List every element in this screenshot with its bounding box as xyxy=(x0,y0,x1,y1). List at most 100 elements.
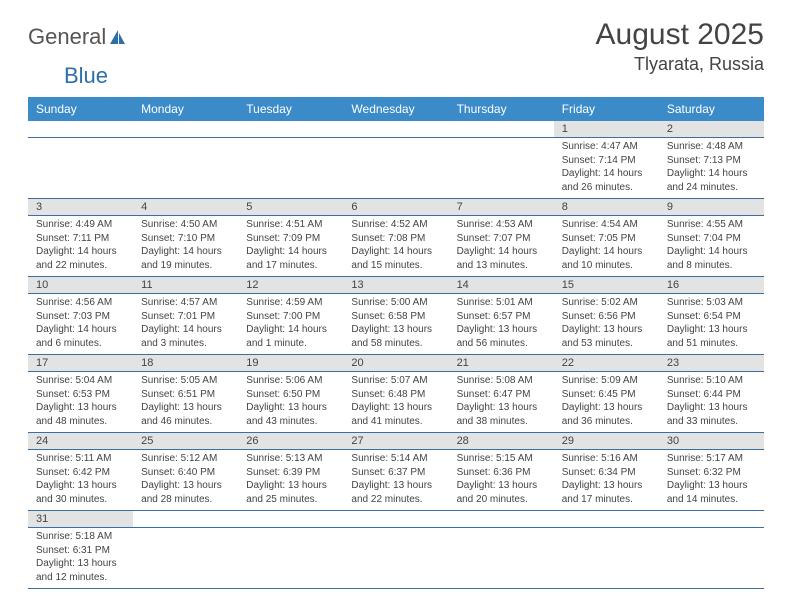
location: Tlyarata, Russia xyxy=(596,54,764,75)
day-detail-cell: Sunrise: 4:49 AMSunset: 7:11 PMDaylight:… xyxy=(28,216,133,277)
sunrise-text: Sunrise: 4:49 AM xyxy=(36,218,125,232)
sunrise-text: Sunrise: 4:47 AM xyxy=(562,140,651,154)
day-detail-cell: Sunrise: 5:06 AMSunset: 6:50 PMDaylight:… xyxy=(238,372,343,433)
sunset-text: Sunset: 7:04 PM xyxy=(667,232,756,246)
sunset-text: Sunset: 6:50 PM xyxy=(246,388,335,402)
sunset-text: Sunset: 6:58 PM xyxy=(351,310,440,324)
daylight-text: Daylight: 14 hours and 15 minutes. xyxy=(351,245,440,272)
day-header: Tuesday xyxy=(238,97,343,121)
sunrise-text: Sunrise: 5:02 AM xyxy=(562,296,651,310)
sunset-text: Sunset: 7:10 PM xyxy=(141,232,230,246)
day-number-cell: 7 xyxy=(449,199,554,216)
day-detail-cell: Sunrise: 5:03 AMSunset: 6:54 PMDaylight:… xyxy=(659,294,764,355)
day-number-cell: 29 xyxy=(554,433,659,450)
sunset-text: Sunset: 6:51 PM xyxy=(141,388,230,402)
day-detail-cell: Sunrise: 4:52 AMSunset: 7:08 PMDaylight:… xyxy=(343,216,448,277)
sunrise-text: Sunrise: 5:16 AM xyxy=(562,452,651,466)
day-detail-cell: Sunrise: 5:07 AMSunset: 6:48 PMDaylight:… xyxy=(343,372,448,433)
day-number-cell: 8 xyxy=(554,199,659,216)
day-detail-cell: Sunrise: 5:05 AMSunset: 6:51 PMDaylight:… xyxy=(133,372,238,433)
week-detail-row: Sunrise: 5:18 AMSunset: 6:31 PMDaylight:… xyxy=(28,528,764,589)
day-header: Saturday xyxy=(659,97,764,121)
sunset-text: Sunset: 6:36 PM xyxy=(457,466,546,480)
day-number-cell: 19 xyxy=(238,355,343,372)
week-daynum-row: 17181920212223 xyxy=(28,355,764,372)
daylight-text: Daylight: 14 hours and 13 minutes. xyxy=(457,245,546,272)
day-header: Monday xyxy=(133,97,238,121)
day-number-cell: 3 xyxy=(28,199,133,216)
day-number-cell: 4 xyxy=(133,199,238,216)
daylight-text: Daylight: 13 hours and 25 minutes. xyxy=(246,479,335,506)
daylight-text: Daylight: 13 hours and 46 minutes. xyxy=(141,401,230,428)
day-number-cell: 30 xyxy=(659,433,764,450)
week-detail-row: Sunrise: 4:56 AMSunset: 7:03 PMDaylight:… xyxy=(28,294,764,355)
day-number-cell: 13 xyxy=(343,277,448,294)
day-number-cell: 6 xyxy=(343,199,448,216)
sunset-text: Sunset: 7:09 PM xyxy=(246,232,335,246)
day-number-cell: 16 xyxy=(659,277,764,294)
sunset-text: Sunset: 6:45 PM xyxy=(562,388,651,402)
daylight-text: Daylight: 13 hours and 51 minutes. xyxy=(667,323,756,350)
day-number-cell: 27 xyxy=(343,433,448,450)
sunrise-text: Sunrise: 5:18 AM xyxy=(36,530,125,544)
day-number-cell xyxy=(133,511,238,528)
day-number-cell: 23 xyxy=(659,355,764,372)
sunset-text: Sunset: 7:03 PM xyxy=(36,310,125,324)
logo-text-1: General xyxy=(28,24,106,50)
day-number-cell: 17 xyxy=(28,355,133,372)
sunset-text: Sunset: 6:40 PM xyxy=(141,466,230,480)
day-detail-cell: Sunrise: 5:11 AMSunset: 6:42 PMDaylight:… xyxy=(28,450,133,511)
day-number-cell xyxy=(343,121,448,138)
daylight-text: Daylight: 13 hours and 17 minutes. xyxy=(562,479,651,506)
week-daynum-row: 10111213141516 xyxy=(28,277,764,294)
daylight-text: Daylight: 14 hours and 19 minutes. xyxy=(141,245,230,272)
day-number-cell: 14 xyxy=(449,277,554,294)
daylight-text: Daylight: 14 hours and 26 minutes. xyxy=(562,167,651,194)
sunrise-text: Sunrise: 5:17 AM xyxy=(667,452,756,466)
day-detail-cell: Sunrise: 5:13 AMSunset: 6:39 PMDaylight:… xyxy=(238,450,343,511)
day-number-cell: 9 xyxy=(659,199,764,216)
daylight-text: Daylight: 14 hours and 10 minutes. xyxy=(562,245,651,272)
sunset-text: Sunset: 6:31 PM xyxy=(36,544,125,558)
day-number-cell: 11 xyxy=(133,277,238,294)
day-detail-cell xyxy=(449,138,554,199)
day-detail-cell xyxy=(449,528,554,589)
day-detail-cell: Sunrise: 4:47 AMSunset: 7:14 PMDaylight:… xyxy=(554,138,659,199)
daylight-text: Daylight: 13 hours and 33 minutes. xyxy=(667,401,756,428)
day-number-cell: 28 xyxy=(449,433,554,450)
sunset-text: Sunset: 6:39 PM xyxy=(246,466,335,480)
day-number-cell: 1 xyxy=(554,121,659,138)
sunset-text: Sunset: 6:57 PM xyxy=(457,310,546,324)
sunrise-text: Sunrise: 5:01 AM xyxy=(457,296,546,310)
day-detail-cell: Sunrise: 5:10 AMSunset: 6:44 PMDaylight:… xyxy=(659,372,764,433)
day-detail-cell: Sunrise: 5:15 AMSunset: 6:36 PMDaylight:… xyxy=(449,450,554,511)
day-number-cell: 12 xyxy=(238,277,343,294)
day-header-row: Sunday Monday Tuesday Wednesday Thursday… xyxy=(28,97,764,121)
sunrise-text: Sunrise: 4:55 AM xyxy=(667,218,756,232)
day-detail-cell: Sunrise: 4:55 AMSunset: 7:04 PMDaylight:… xyxy=(659,216,764,277)
day-number-cell: 15 xyxy=(554,277,659,294)
day-number-cell: 31 xyxy=(28,511,133,528)
day-detail-cell: Sunrise: 4:51 AMSunset: 7:09 PMDaylight:… xyxy=(238,216,343,277)
sunrise-text: Sunrise: 5:03 AM xyxy=(667,296,756,310)
day-detail-cell: Sunrise: 4:56 AMSunset: 7:03 PMDaylight:… xyxy=(28,294,133,355)
sunset-text: Sunset: 6:34 PM xyxy=(562,466,651,480)
daylight-text: Daylight: 14 hours and 3 minutes. xyxy=(141,323,230,350)
sunrise-text: Sunrise: 5:14 AM xyxy=(351,452,440,466)
day-number-cell xyxy=(238,511,343,528)
sunset-text: Sunset: 6:53 PM xyxy=(36,388,125,402)
sunset-text: Sunset: 6:37 PM xyxy=(351,466,440,480)
day-header: Thursday xyxy=(449,97,554,121)
sunset-text: Sunset: 6:44 PM xyxy=(667,388,756,402)
sunrise-text: Sunrise: 5:12 AM xyxy=(141,452,230,466)
sunrise-text: Sunrise: 5:15 AM xyxy=(457,452,546,466)
week-detail-row: Sunrise: 4:47 AMSunset: 7:14 PMDaylight:… xyxy=(28,138,764,199)
daylight-text: Daylight: 14 hours and 17 minutes. xyxy=(246,245,335,272)
day-number-cell: 22 xyxy=(554,355,659,372)
day-detail-cell: Sunrise: 5:18 AMSunset: 6:31 PMDaylight:… xyxy=(28,528,133,589)
day-number-cell: 25 xyxy=(133,433,238,450)
week-daynum-row: 3456789 xyxy=(28,199,764,216)
day-detail-cell xyxy=(343,528,448,589)
daylight-text: Daylight: 14 hours and 24 minutes. xyxy=(667,167,756,194)
day-detail-cell xyxy=(554,528,659,589)
